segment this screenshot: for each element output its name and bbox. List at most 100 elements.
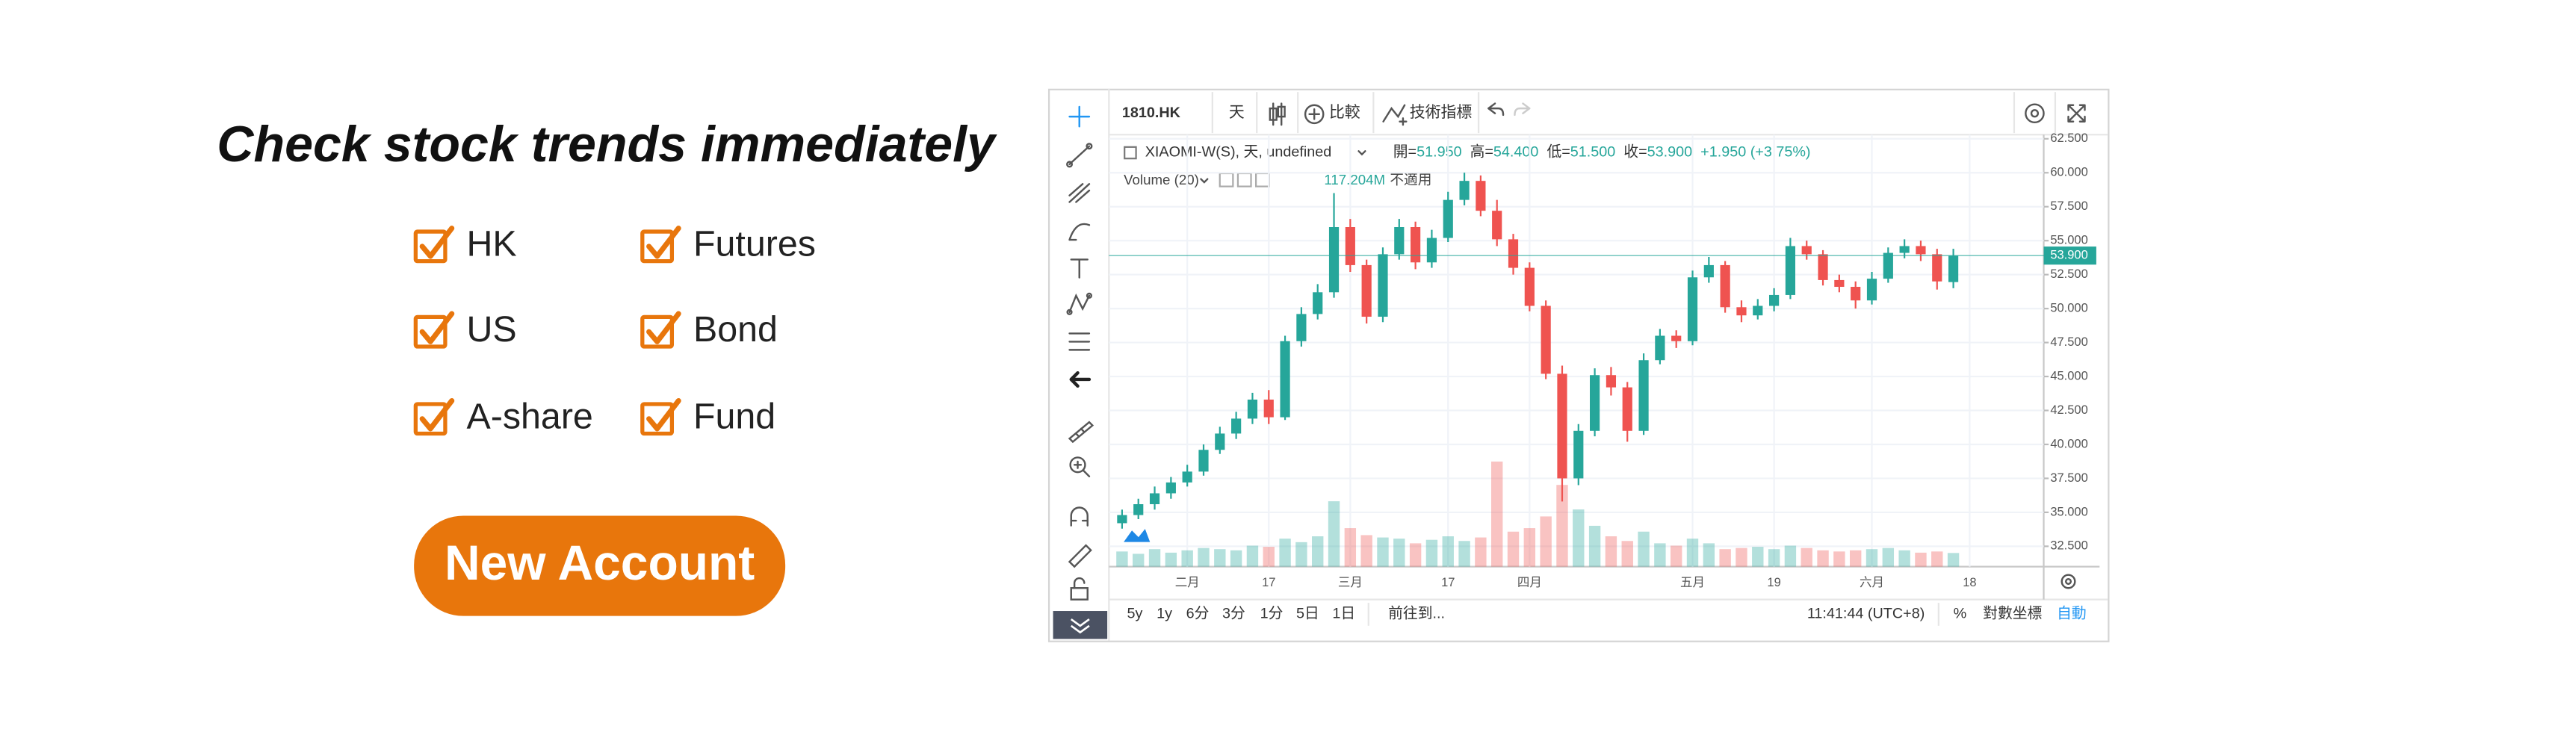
auto-toggle[interactable]: 自動: [2057, 606, 2087, 622]
compare[interactable]: 比較: [1329, 104, 1360, 121]
volume-bar: [1360, 535, 1372, 567]
candle-body: [1720, 264, 1730, 308]
candle-body: [1215, 433, 1225, 450]
x-tick-label: 17: [1262, 576, 1275, 589]
volume-bar: [1784, 545, 1797, 567]
candle-body: [1459, 181, 1470, 200]
fullscreen-icon[interactable]: [2067, 104, 2086, 122]
collapse-icon[interactable]: [1070, 618, 1090, 634]
range-button[interactable]: 1日: [1332, 606, 1355, 622]
drawing-tools[interactable]: [1066, 105, 1095, 601]
candle-body: [1165, 482, 1176, 494]
volume-bar: [1246, 545, 1259, 567]
legend-toggle[interactable]: [1124, 146, 1137, 160]
range-button[interactable]: 3分: [1222, 606, 1245, 622]
candle-body: [1541, 305, 1551, 374]
ohlc-legend: 開=51.950 高=54.400 低=51.500 收=53.900 +1.950 (…: [1393, 144, 1811, 161]
volume-value: 117.204M: [1324, 172, 1385, 187]
y-tick-label: 62.500: [2050, 131, 2087, 145]
range-button[interactable]: 1y: [1157, 606, 1172, 622]
checkmark: [646, 226, 681, 259]
volume-bar: [1214, 549, 1226, 567]
range-button[interactable]: 5y: [1127, 606, 1143, 622]
last-price-tag: [2043, 246, 2096, 265]
range-button[interactable]: 6分: [1186, 606, 1210, 622]
market-list: HK Futures US Bond A-share Fund: [413, 224, 816, 437]
candle-body: [1785, 246, 1796, 295]
volume-bar: [1947, 553, 1960, 567]
range-button[interactable]: 5日: [1296, 606, 1319, 622]
log-toggle[interactable]: 對數坐標: [1983, 606, 2042, 622]
candle-body: [1948, 255, 1959, 282]
volume-bar: [1458, 541, 1470, 567]
button-label[interactable]: New Account: [445, 535, 755, 590]
volume-bar: [1703, 543, 1715, 567]
interval[interactable]: 天: [1229, 104, 1245, 121]
market-label: A-share: [467, 397, 593, 437]
candle-body: [1361, 264, 1372, 317]
ohlc-label: 收=: [1623, 144, 1647, 161]
candle-body: [1117, 515, 1127, 524]
candle-body: [1426, 238, 1437, 263]
candle-body: [1247, 399, 1258, 419]
volume-bar: [1279, 539, 1291, 567]
candle-body: [1394, 226, 1405, 255]
ohlc-value: 51.500: [1570, 144, 1616, 161]
volume-menu-icon[interactable]: [1200, 178, 1209, 184]
candle-body: [1443, 199, 1453, 238]
candle-body: [1328, 226, 1340, 293]
settings-icon[interactable]: [2025, 103, 2045, 124]
checkbox: [640, 402, 675, 436]
y-tick-label: 60.000: [2050, 166, 2087, 179]
indicators-icon[interactable]: [1382, 104, 1408, 126]
y-tick-label: 55.000: [2050, 234, 2087, 247]
volume-bar: [1736, 548, 1747, 567]
widget-frame: [1047, 88, 2110, 642]
checkbox: [413, 229, 448, 264]
redo-icon[interactable]: [1514, 102, 1531, 117]
volume-bar: [1165, 552, 1177, 567]
x-tick-label: 三月: [1338, 576, 1363, 589]
new-account-button[interactable]: New Account: [414, 515, 786, 616]
indicators[interactable]: 技術指標: [1410, 104, 1473, 121]
volume-bar: [1475, 537, 1487, 567]
candle-body: [1671, 335, 1682, 341]
candle-body: [1655, 335, 1665, 361]
plot-area: [1109, 134, 2044, 567]
series-name: XIAOMI-W(S), 天, undefined: [1145, 144, 1332, 161]
volume-bar: [1801, 548, 1812, 567]
y-tick-label: 57.500: [2050, 199, 2087, 213]
compare-icon[interactable]: [1304, 104, 1325, 125]
volume-bar: [1931, 551, 1943, 567]
axis-settings-icon[interactable]: [2061, 574, 2076, 589]
candle-body: [1231, 418, 1242, 434]
headline: Check stock trends immediately: [217, 116, 997, 173]
goto-date[interactable]: 前往到...: [1388, 606, 1445, 622]
percent-toggle[interactable]: %: [1954, 606, 1967, 622]
candle-body: [1182, 471, 1192, 483]
range-button[interactable]: 1分: [1260, 606, 1284, 622]
checkbox: [640, 229, 675, 264]
candle-body: [1736, 307, 1747, 316]
volume-bar: [1588, 525, 1601, 567]
series-menu-icon[interactable]: [1357, 150, 1366, 156]
candle-body: [1851, 287, 1861, 301]
candle-body: [1590, 375, 1600, 431]
undo-icon[interactable]: [1487, 102, 1505, 117]
button-bg[interactable]: [414, 515, 786, 616]
candle-body: [1149, 493, 1160, 505]
candle-body: [1834, 279, 1845, 288]
x-tick-label: 19: [1767, 576, 1780, 589]
volume-bar: [1882, 548, 1895, 567]
candle-body: [1345, 226, 1355, 265]
volume-bar: [1523, 528, 1536, 567]
candle-body: [1476, 181, 1486, 211]
candle-body: [1573, 430, 1584, 479]
ohlc-value: 53.900: [1647, 144, 1693, 161]
symbol[interactable]: 1810.HK: [1122, 105, 1181, 121]
axes: 32.500 35.000 37.500 40.000 42.500 45.000 47.5…: [1175, 131, 2096, 589]
candle-type-icon[interactable]: [1269, 102, 1286, 126]
volume-name: Volume (20): [1124, 172, 1199, 187]
volume-bar: [1833, 551, 1845, 567]
